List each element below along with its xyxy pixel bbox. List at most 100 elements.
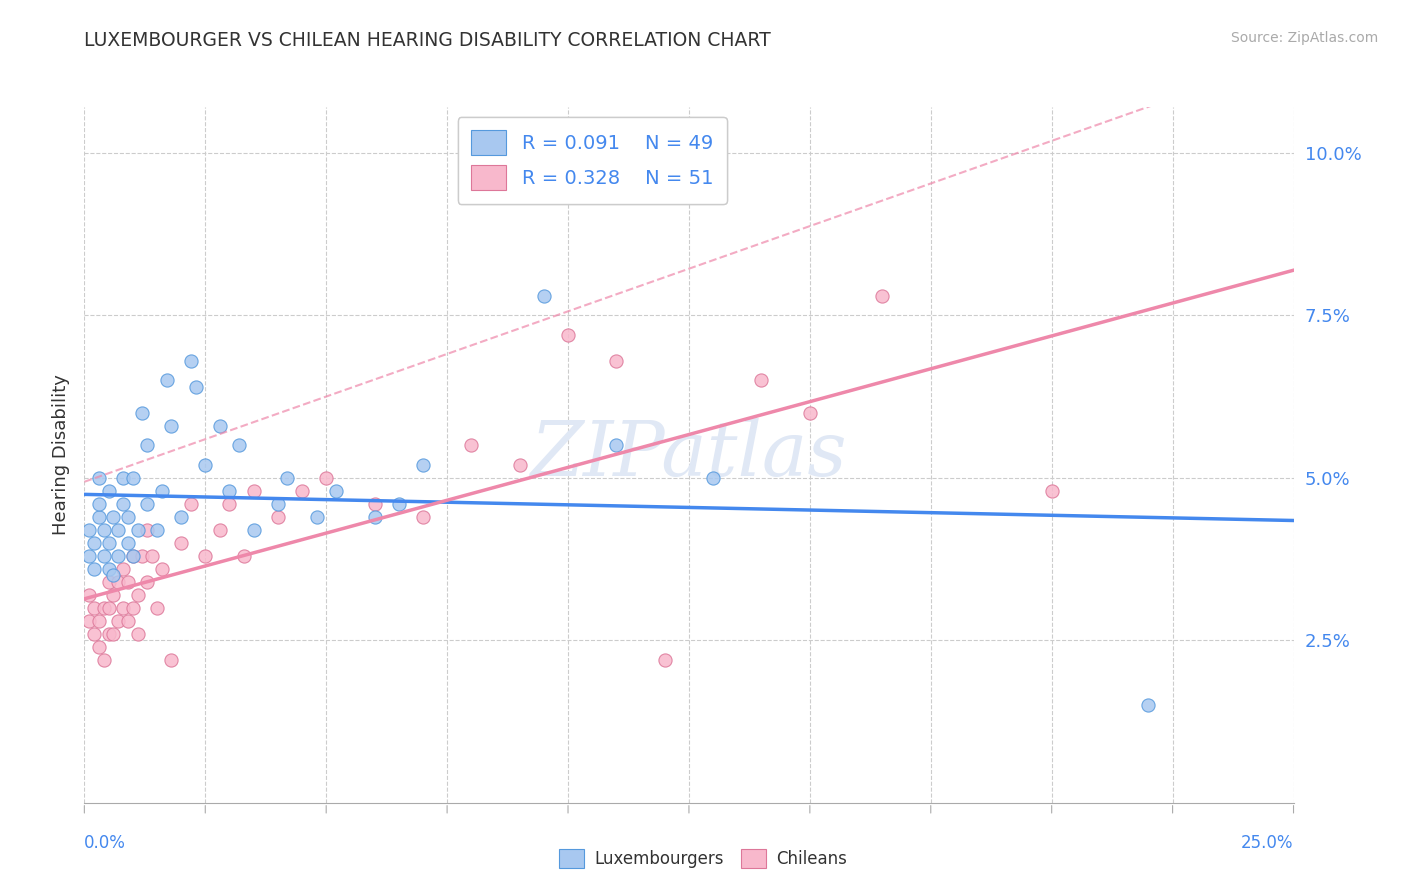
Point <box>276 471 298 485</box>
Point <box>93 523 115 537</box>
Point <box>121 549 143 563</box>
Point <box>117 509 139 524</box>
Point <box>242 523 264 537</box>
Point <box>87 497 110 511</box>
Point <box>77 549 100 563</box>
Text: 25.0%: 25.0% <box>1241 834 1294 852</box>
Point <box>136 438 159 452</box>
Point <box>103 509 125 524</box>
Point <box>83 626 105 640</box>
Point <box>136 497 159 511</box>
Point <box>194 549 217 563</box>
Point <box>97 626 120 640</box>
Point <box>127 626 149 640</box>
Point <box>141 549 163 563</box>
Point <box>97 535 120 549</box>
Point <box>103 568 125 582</box>
Point <box>107 549 129 563</box>
Point <box>103 626 125 640</box>
Point <box>208 523 231 537</box>
Point <box>136 523 159 537</box>
Point <box>533 288 555 302</box>
Point <box>121 600 143 615</box>
Point <box>87 471 110 485</box>
Point <box>77 588 100 602</box>
Legend: R = 0.091    N = 49, R = 0.328    N = 51: R = 0.091 N = 49, R = 0.328 N = 51 <box>457 117 727 203</box>
Point <box>87 509 110 524</box>
Point <box>87 614 110 628</box>
Point <box>112 562 135 576</box>
Point <box>557 327 579 342</box>
Point <box>97 483 120 498</box>
Point <box>107 614 129 628</box>
Text: 0.0%: 0.0% <box>84 834 127 852</box>
Point <box>1040 483 1063 498</box>
Text: Source: ZipAtlas.com: Source: ZipAtlas.com <box>1230 31 1378 45</box>
Point <box>605 438 627 452</box>
Point <box>180 497 202 511</box>
Point <box>103 588 125 602</box>
Point <box>112 497 135 511</box>
Point <box>160 418 183 433</box>
Point <box>170 509 193 524</box>
Point <box>363 497 385 511</box>
Legend: Luxembourgers, Chileans: Luxembourgers, Chileans <box>553 842 853 875</box>
Point <box>131 549 153 563</box>
Point <box>107 523 129 537</box>
Point <box>194 458 217 472</box>
Point <box>412 458 434 472</box>
Point <box>77 523 100 537</box>
Point <box>291 483 314 498</box>
Point <box>121 471 143 485</box>
Point <box>150 562 173 576</box>
Point <box>127 523 149 537</box>
Point <box>155 373 177 387</box>
Point <box>412 509 434 524</box>
Point <box>77 614 100 628</box>
Point <box>87 640 110 654</box>
Y-axis label: Hearing Disability: Hearing Disability <box>52 375 70 535</box>
Point <box>146 600 169 615</box>
Point <box>112 600 135 615</box>
Point <box>233 549 256 563</box>
Point <box>325 483 347 498</box>
Point <box>509 458 531 472</box>
Point <box>872 288 894 302</box>
Point <box>702 471 724 485</box>
Text: LUXEMBOURGER VS CHILEAN HEARING DISABILITY CORRELATION CHART: LUXEMBOURGER VS CHILEAN HEARING DISABILI… <box>84 31 770 50</box>
Point <box>605 353 627 368</box>
Point <box>83 600 105 615</box>
Point <box>97 574 120 589</box>
Point <box>799 406 821 420</box>
Point <box>93 549 115 563</box>
Point <box>363 509 385 524</box>
Point <box>160 653 183 667</box>
Point <box>150 483 173 498</box>
Point <box>184 379 207 393</box>
Point <box>93 600 115 615</box>
Point <box>121 549 143 563</box>
Point <box>93 653 115 667</box>
Point <box>170 535 193 549</box>
Point <box>460 438 482 452</box>
Point <box>131 406 153 420</box>
Point <box>97 562 120 576</box>
Point <box>107 574 129 589</box>
Point <box>117 535 139 549</box>
Point <box>127 588 149 602</box>
Point <box>751 373 773 387</box>
Point <box>218 483 240 498</box>
Point <box>654 653 676 667</box>
Point <box>388 497 411 511</box>
Point <box>218 497 240 511</box>
Point <box>146 523 169 537</box>
Point <box>180 353 202 368</box>
Point <box>267 509 290 524</box>
Point <box>242 483 264 498</box>
Point <box>112 471 135 485</box>
Point <box>228 438 250 452</box>
Point <box>305 509 328 524</box>
Point <box>83 535 105 549</box>
Point <box>97 600 120 615</box>
Point <box>315 471 337 485</box>
